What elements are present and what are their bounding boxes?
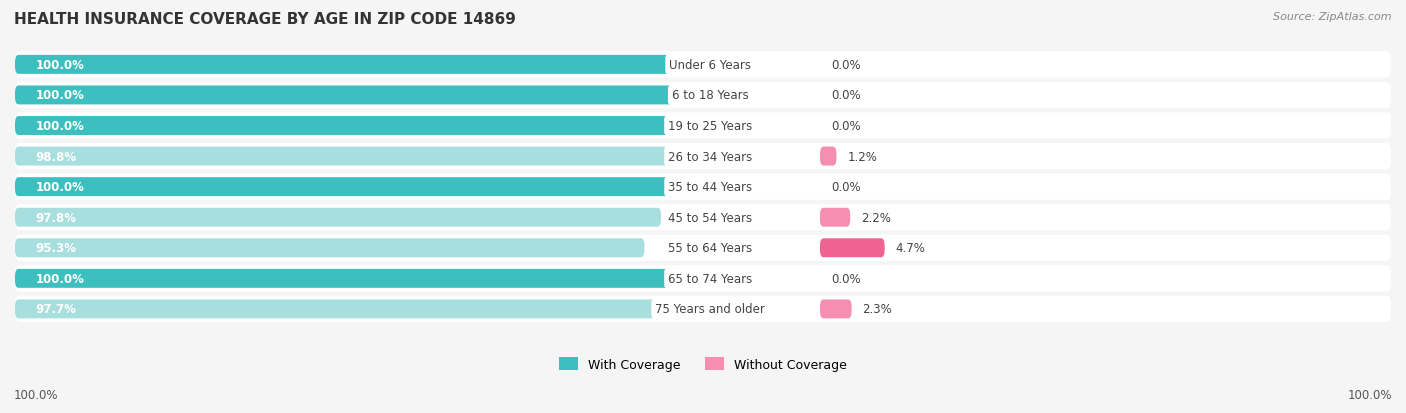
FancyBboxPatch shape [15, 204, 1391, 231]
Text: 0.0%: 0.0% [831, 120, 860, 133]
Text: 100.0%: 100.0% [14, 388, 59, 401]
Text: 75 Years and older: 75 Years and older [655, 303, 765, 316]
FancyBboxPatch shape [15, 239, 644, 258]
Text: 0.0%: 0.0% [831, 272, 860, 285]
FancyBboxPatch shape [15, 208, 661, 227]
Text: 1.2%: 1.2% [848, 150, 877, 163]
Text: 0.0%: 0.0% [831, 181, 860, 194]
FancyBboxPatch shape [15, 235, 1391, 261]
Text: 100.0%: 100.0% [35, 181, 84, 194]
Text: 2.2%: 2.2% [862, 211, 891, 224]
FancyBboxPatch shape [15, 269, 675, 288]
Text: HEALTH INSURANCE COVERAGE BY AGE IN ZIP CODE 14869: HEALTH INSURANCE COVERAGE BY AGE IN ZIP … [14, 12, 516, 27]
Text: 97.7%: 97.7% [35, 303, 76, 316]
FancyBboxPatch shape [820, 300, 852, 318]
Text: 65 to 74 Years: 65 to 74 Years [668, 272, 752, 285]
Text: 2.3%: 2.3% [863, 303, 893, 316]
FancyBboxPatch shape [15, 300, 661, 318]
Text: 100.0%: 100.0% [35, 120, 84, 133]
Text: 45 to 54 Years: 45 to 54 Years [668, 211, 752, 224]
FancyBboxPatch shape [15, 52, 1391, 78]
FancyBboxPatch shape [15, 86, 675, 105]
FancyBboxPatch shape [15, 56, 675, 75]
Text: Source: ZipAtlas.com: Source: ZipAtlas.com [1274, 12, 1392, 22]
FancyBboxPatch shape [15, 147, 668, 166]
Text: 95.3%: 95.3% [35, 242, 77, 255]
Text: 6 to 18 Years: 6 to 18 Years [672, 89, 748, 102]
FancyBboxPatch shape [15, 113, 1391, 139]
Text: 55 to 64 Years: 55 to 64 Years [668, 242, 752, 255]
FancyBboxPatch shape [15, 266, 1391, 292]
FancyBboxPatch shape [820, 239, 884, 258]
Text: 100.0%: 100.0% [1347, 388, 1392, 401]
FancyBboxPatch shape [15, 296, 1391, 322]
FancyBboxPatch shape [15, 178, 675, 197]
Text: 100.0%: 100.0% [35, 89, 84, 102]
Text: 0.0%: 0.0% [831, 89, 860, 102]
Text: Under 6 Years: Under 6 Years [669, 59, 751, 72]
Legend: With Coverage, Without Coverage: With Coverage, Without Coverage [554, 352, 852, 376]
Text: 26 to 34 Years: 26 to 34 Years [668, 150, 752, 163]
FancyBboxPatch shape [15, 117, 675, 135]
Text: 100.0%: 100.0% [35, 59, 84, 72]
Text: 97.8%: 97.8% [35, 211, 77, 224]
FancyBboxPatch shape [15, 174, 1391, 200]
Text: 0.0%: 0.0% [831, 59, 860, 72]
Text: 19 to 25 Years: 19 to 25 Years [668, 120, 752, 133]
Text: 35 to 44 Years: 35 to 44 Years [668, 181, 752, 194]
FancyBboxPatch shape [820, 208, 851, 227]
FancyBboxPatch shape [820, 147, 837, 166]
Text: 4.7%: 4.7% [896, 242, 925, 255]
FancyBboxPatch shape [15, 83, 1391, 109]
Text: 100.0%: 100.0% [35, 272, 84, 285]
FancyBboxPatch shape [15, 144, 1391, 170]
Text: 98.8%: 98.8% [35, 150, 77, 163]
